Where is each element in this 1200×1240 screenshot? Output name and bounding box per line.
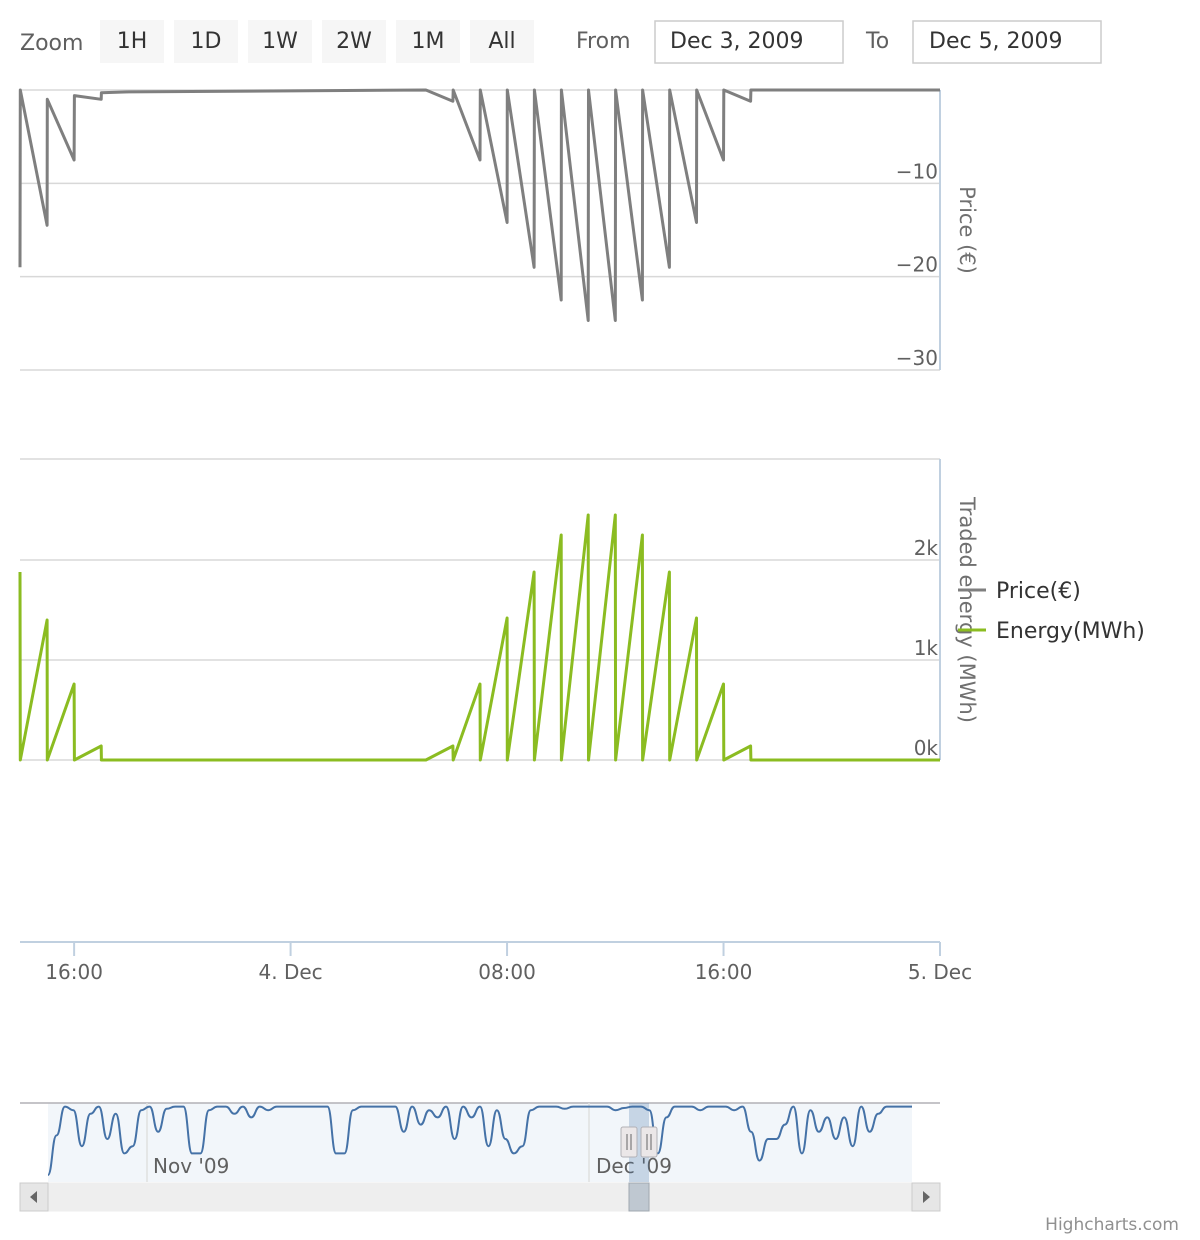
price-series-line	[18, 88, 940, 322]
scrollbar-right-button[interactable]	[911, 1182, 941, 1212]
zoom-button-1d-bg[interactable]	[174, 20, 238, 63]
zoom-button-1w[interactable]: 1W	[248, 20, 312, 63]
x-axis-tick-label: 4. Dec	[259, 960, 323, 984]
to-date-box[interactable]	[912, 20, 1102, 64]
to-date-input[interactable]: Dec 5, 2009	[912, 20, 1102, 64]
zoom-button-2w-bg[interactable]	[322, 20, 386, 63]
legend-energy-label: Energy(MWh)	[996, 619, 1145, 644]
energy-series-line	[18, 513, 940, 762]
zoom-button-2w[interactable]: 2W	[322, 20, 386, 63]
zoom-button-1m[interactable]: 1M	[396, 20, 460, 63]
zoom-button-1d[interactable]: 1D	[174, 20, 238, 63]
range-selector: Zoom 1H 1D 1W 2W 1M All From Dec 3, 20	[20, 20, 1102, 64]
legend-item-price[interactable]: Price(€)	[958, 579, 1081, 604]
scroll-right-arrow-icon	[923, 1191, 930, 1203]
scroll-left-arrow-icon	[30, 1191, 37, 1203]
zoom-button-1h[interactable]: 1H	[100, 20, 164, 63]
energy-tick-label: 1k	[914, 636, 939, 660]
scrollbar-track[interactable]	[19, 1182, 941, 1212]
price-tick-labels: −10 −20 −30	[896, 159, 938, 370]
to-date-value: Dec 5, 2009	[929, 29, 1063, 54]
zoom-button-1w-bg[interactable]	[248, 20, 312, 63]
legend-price-label: Price(€)	[996, 579, 1081, 604]
x-axis-tick-label: 16:00	[695, 960, 753, 984]
navigator: Nov '09 Dec '09	[20, 1102, 940, 1182]
price-tick-label: −30	[896, 346, 938, 370]
energy-axis-title: Traded energy (MWh)	[955, 496, 979, 723]
zoom-button-all-bg[interactable]	[470, 20, 534, 63]
navigator-label-nov: Nov '09	[153, 1154, 229, 1178]
zoom-button-all-label: All	[488, 29, 515, 54]
scrollbar[interactable]	[19, 1182, 941, 1212]
zoom-button-2w-label: 2W	[336, 29, 372, 54]
x-axis-tick-label: 08:00	[478, 960, 536, 984]
zoom-button-1m-label: 1M	[412, 29, 445, 54]
scrollbar-thumb[interactable]	[628, 1182, 650, 1212]
zoom-button-1h-bg[interactable]	[100, 20, 164, 63]
navigator-mask-area	[48, 1103, 912, 1182]
x-axis-ticks: 16:00 4. Dec 08:00 16:00 5. Dec	[45, 942, 972, 984]
zoom-button-1m-bg[interactable]	[396, 20, 460, 63]
energy-tick-labels: 0k 1k 2k	[914, 536, 939, 760]
x-axis-tick-label: 5. Dec	[908, 960, 972, 984]
legend: Price(€) Energy(MWh)	[958, 579, 1145, 644]
price-pane: −10 −20 −30 Price (€)	[18, 88, 979, 371]
x-axis: 16:00 4. Dec 08:00 16:00 5. Dec	[20, 941, 972, 984]
zoom-button-1d-label: 1D	[191, 29, 222, 54]
from-date-value: Dec 3, 2009	[670, 29, 804, 54]
energy-tick-label: 2k	[914, 536, 939, 560]
price-gridlines	[20, 182, 940, 371]
zoom-button-1h-label: 1H	[117, 29, 148, 54]
zoom-button-1w-label: 1W	[262, 29, 298, 54]
navigator-handle-left[interactable]	[620, 1126, 638, 1158]
energy-tick-label: 0k	[914, 736, 939, 760]
navigator-selected-range[interactable]	[629, 1103, 649, 1182]
price-tick-label: −20	[896, 253, 938, 277]
zoom-button-all[interactable]: All	[470, 20, 534, 63]
navigator-handle-right[interactable]	[640, 1126, 658, 1158]
to-label: To	[865, 29, 889, 54]
zoom-label: Zoom	[20, 31, 83, 56]
navigator-series-line	[47, 1105, 912, 1176]
x-axis-tick-label: 16:00	[45, 960, 103, 984]
price-tick-label: −10	[896, 159, 938, 183]
navigator-label-dec: Dec '09	[596, 1154, 672, 1178]
from-label: From	[576, 29, 631, 54]
price-axis-title: Price (€)	[955, 186, 979, 274]
energy-pane: 0k 1k 2k Traded energy (MWh)	[18, 458, 979, 762]
legend-item-energy[interactable]: Energy(MWh)	[958, 619, 1145, 644]
navigator-handle-right-box[interactable]	[640, 1126, 658, 1158]
from-date-input[interactable]: Dec 3, 2009	[654, 20, 844, 64]
credits-link[interactable]: Highcharts.com	[1045, 1215, 1179, 1235]
navigator-handle-left-box[interactable]	[620, 1126, 638, 1158]
scrollbar-left-button[interactable]	[19, 1182, 49, 1212]
from-date-box[interactable]	[654, 20, 844, 64]
